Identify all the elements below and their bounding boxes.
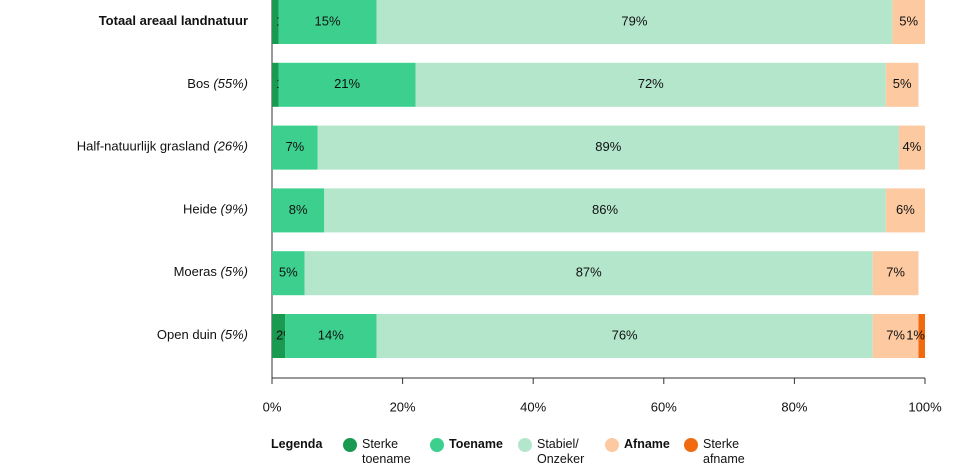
bar-segment <box>898 125 925 170</box>
category-name: Heide <box>183 202 217 217</box>
value-label: 72% <box>638 76 664 91</box>
legend-label: Sterke afname <box>703 437 745 466</box>
bar-segment <box>272 0 279 44</box>
legend-swatch <box>343 438 357 452</box>
bar-segment <box>918 314 925 358</box>
x-tick-label: 0% <box>263 399 282 414</box>
bar-segment <box>272 251 305 296</box>
chart: 0% 20% 40% 60% 80% 100% Totaal areaal landnatu… <box>77 0 942 414</box>
category-label: Heide (9%) <box>183 202 248 217</box>
category-label: Totaal areaal landnatuur <box>99 13 248 28</box>
legend-item: Stabiel/ Onzeker <box>518 437 589 467</box>
x-tick-label: 80% <box>781 399 807 414</box>
legend-swatch <box>518 438 532 452</box>
bar-segment <box>885 188 925 233</box>
legend-label: Toename <box>449 437 503 451</box>
legend-label: Afname <box>624 437 670 451</box>
value-label: 15% <box>314 13 340 28</box>
bar-segment <box>304 251 873 296</box>
value-label: 79% <box>621 13 647 28</box>
category-share: (26%) <box>213 139 248 154</box>
value-label: 5% <box>279 265 298 280</box>
bar-segment <box>278 0 377 44</box>
legend: Legenda Sterke toename Toename Stabiel/ On… <box>0 437 957 470</box>
category-label: Bos (55%) <box>187 76 248 91</box>
value-label: 5% <box>893 76 912 91</box>
bar-segment <box>278 62 416 107</box>
bar-segment <box>285 314 377 358</box>
bar-segment <box>415 62 886 107</box>
bar-segment <box>272 125 318 170</box>
legend-swatch <box>684 438 698 452</box>
value-label: 14% <box>318 327 344 342</box>
category-share: (5%) <box>221 265 248 280</box>
legend-item: Sterke afname <box>684 437 755 467</box>
bar-segment <box>376 0 893 44</box>
category-name: Half-natuurlijk grasland <box>77 139 210 154</box>
category-name: Open duin <box>157 327 217 342</box>
x-tick-label: 100% <box>908 399 942 414</box>
legend-item: Afname <box>605 437 688 452</box>
value-label: 7% <box>285 139 304 154</box>
category-name: Bos <box>187 76 210 91</box>
value-label: 5% <box>899 13 918 28</box>
bar-segment <box>885 62 919 107</box>
x-tick-label: 40% <box>520 399 546 414</box>
bar-segment <box>872 251 919 296</box>
value-label: 6% <box>896 202 915 217</box>
value-label: 7% <box>886 327 905 342</box>
legend-item: Toename <box>430 437 513 452</box>
bar-segment <box>272 314 286 358</box>
bar-segment <box>872 314 919 358</box>
x-tick-label: 60% <box>651 399 677 414</box>
value-label: 86% <box>592 202 618 217</box>
value-label: 87% <box>576 265 602 280</box>
category-label: Half-natuurlijk grasland (26%) <box>77 139 248 154</box>
legend-label: Stabiel/ Onzeker <box>537 437 585 466</box>
value-label: 4% <box>903 139 922 154</box>
value-label: 89% <box>595 139 621 154</box>
value-label: 8% <box>289 202 308 217</box>
bar-segment <box>324 188 886 233</box>
legend-title: Legenda <box>271 437 323 451</box>
legend-item: Sterke toename <box>343 437 414 467</box>
legend-swatch <box>430 438 444 452</box>
bar-segment <box>892 0 925 44</box>
category-label: Moeras (5%) <box>174 265 248 280</box>
value-label: 76% <box>612 327 638 342</box>
x-tick-label: 20% <box>390 399 416 414</box>
category-share: (5%) <box>221 327 248 342</box>
category-name: Totaal areaal landnatuur <box>99 13 248 28</box>
legend-label: Sterke toename <box>362 437 411 466</box>
category-share: (55%) <box>213 76 248 91</box>
category-label: Open duin (5%) <box>157 327 248 342</box>
bar-segment <box>272 188 325 233</box>
bar-segment <box>317 125 899 170</box>
value-label: 1% <box>906 327 925 342</box>
value-label: 21% <box>334 76 360 91</box>
bar-segment <box>376 314 873 358</box>
category-name: Moeras <box>174 265 218 280</box>
legend-swatch <box>605 438 619 452</box>
category-share: (9%) <box>221 202 248 217</box>
bar-segment <box>272 62 279 107</box>
value-label: 7% <box>886 265 905 280</box>
